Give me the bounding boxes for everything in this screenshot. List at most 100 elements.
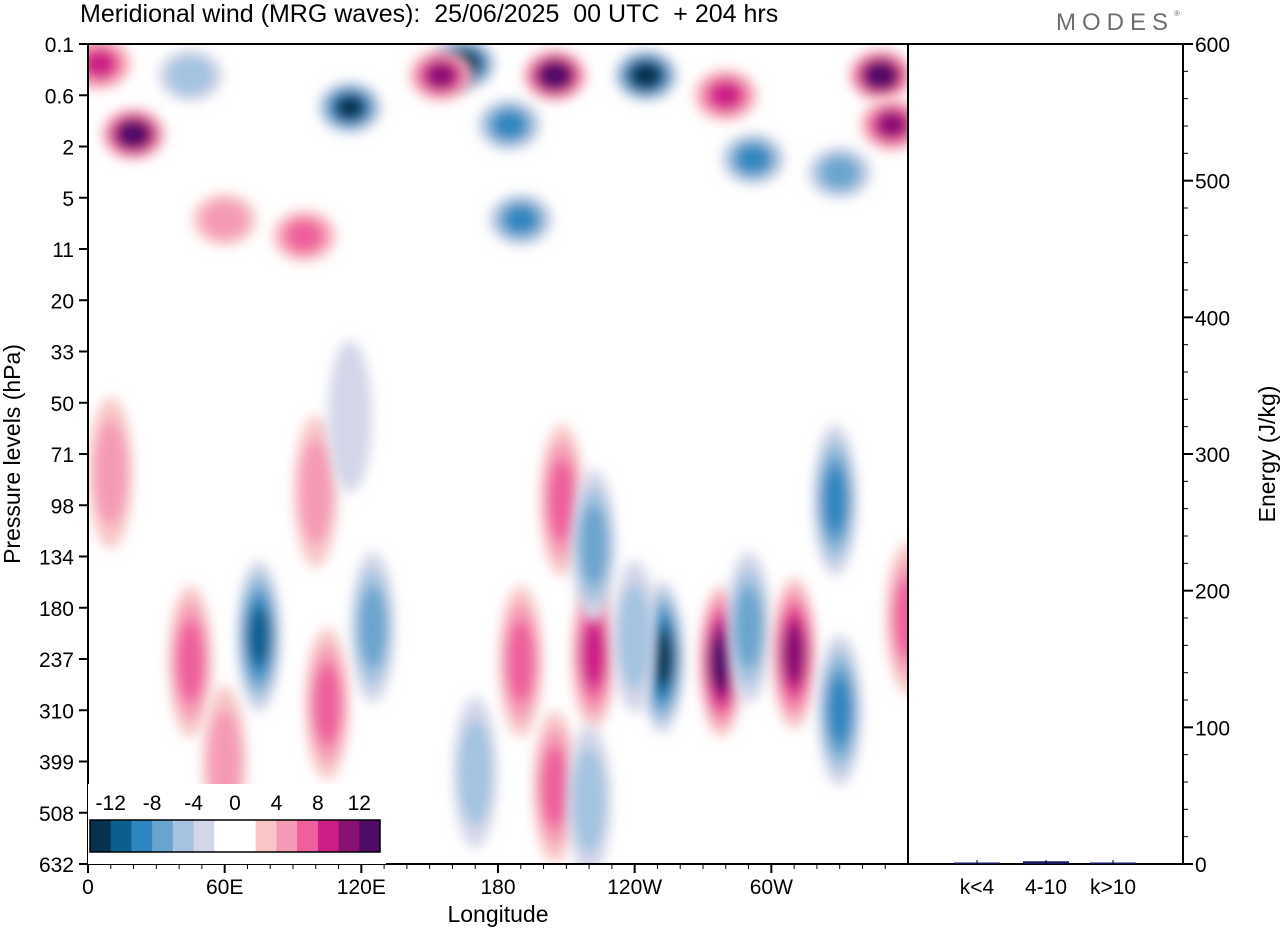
field-band [426, 62, 456, 89]
field-feature [453, 696, 498, 849]
category-label: k>10 [1090, 876, 1136, 899]
field-feature [886, 541, 908, 694]
field-band [167, 56, 214, 95]
field-band [581, 619, 607, 688]
field-band [121, 123, 147, 146]
y-tick-label: 237 [39, 649, 74, 672]
colorbar: -12 -8 -4 0 4 8 12 [88, 784, 386, 864]
field-band [285, 219, 324, 252]
field-feature [693, 69, 758, 122]
y-tick-label: 508 [39, 803, 74, 826]
x-tick-label: 60W [750, 876, 793, 899]
category-label: k<4 [960, 876, 995, 899]
colorbar-swatch [152, 820, 174, 852]
energy-tick-label: 500 [1195, 171, 1230, 194]
field-feature [192, 193, 257, 246]
field-feature [532, 711, 577, 864]
field-band [547, 459, 576, 542]
field-feature [88, 44, 132, 90]
field-band [176, 620, 205, 703]
energy-tick-label: 0 [1195, 854, 1207, 877]
energy-axis: 0 100 200 300 400 500 600 [1183, 34, 1230, 877]
y-tick-label: 0.1 [45, 34, 74, 57]
colorbar-swatch [193, 820, 215, 852]
y-tick-label: 134 [39, 547, 74, 570]
field-feature [409, 49, 474, 102]
field-band [736, 144, 770, 173]
field-band [579, 504, 608, 587]
field-feature [571, 577, 616, 730]
heatmap-plot-area [87, 43, 909, 865]
field-feature [158, 49, 223, 102]
field-band [542, 64, 568, 87]
field-band [88, 49, 116, 78]
field-band [506, 620, 535, 703]
colorbar-label: -12 [96, 792, 126, 815]
energy-frame [907, 43, 1184, 865]
field-band [782, 624, 806, 683]
chart-title: Meridional wind (MRG waves): 25/06/2025 … [80, 0, 779, 28]
field-band [633, 64, 659, 87]
y-tick-label: 2 [62, 137, 74, 160]
colorbar-swatch [110, 820, 132, 852]
field-band [572, 748, 606, 854]
colorbar-label: -8 [143, 792, 162, 815]
field-band [299, 439, 333, 545]
field-feature [327, 340, 372, 493]
energy-axis-label: Energy (J/kg) [1254, 386, 1280, 523]
field-band [327, 340, 372, 493]
colorbar-swatch [297, 820, 319, 852]
y-tick-label: 33 [51, 342, 74, 365]
colorbar-swatch [359, 820, 381, 852]
field-feature [522, 49, 587, 102]
field-feature [813, 424, 858, 577]
y-axis-label: Pressure levels (hPa) [0, 344, 25, 564]
field-band [820, 156, 859, 189]
field-feature [293, 415, 338, 568]
y-tick-label: 632 [39, 854, 74, 877]
field-feature [571, 469, 616, 622]
colorbar-swatch [235, 820, 257, 852]
y-axis: 0.1 0.6 2 5 11 20 33 50 71 98 134 180 237 310 399 508 63… [39, 34, 88, 877]
field-feature [612, 560, 657, 713]
field-feature [350, 551, 395, 704]
field-band [201, 200, 248, 239]
colorbar-swatch [131, 820, 153, 852]
field-band [358, 586, 387, 669]
colorbar-swatch [338, 820, 360, 852]
heatmap-field [88, 44, 908, 864]
field-feature [498, 585, 543, 738]
y-tick-label: 0.6 [45, 85, 74, 108]
energy-tick-label: 400 [1195, 307, 1230, 330]
x-axis-label: Longitude [447, 901, 548, 927]
colorbar-swatch [276, 820, 298, 852]
y-tick-label: 20 [51, 290, 74, 313]
energy-tick-label: 200 [1195, 581, 1230, 604]
field-band [540, 746, 569, 829]
category-label: 4-10 [1025, 876, 1067, 899]
field-band [94, 420, 128, 526]
field-band [894, 576, 908, 659]
colorbar-label: 4 [271, 792, 283, 815]
y-tick-label: 399 [39, 752, 74, 775]
y-tick-label: 310 [39, 700, 74, 723]
colorbar-swatch [172, 820, 195, 852]
field-feature [567, 724, 612, 864]
colorbar-label: 0 [229, 792, 241, 815]
field-band [313, 662, 342, 745]
brand-logo: MODES® [1056, 9, 1180, 36]
colorbar-swatch [317, 820, 340, 852]
field-feature [848, 49, 908, 102]
y-tick-label: 98 [51, 495, 74, 518]
field-band [651, 631, 673, 684]
energy-bars [954, 861, 1136, 864]
y-tick-label: 71 [51, 444, 74, 467]
field-feature [236, 560, 281, 713]
colorbar-label: -4 [184, 792, 203, 815]
field-band [458, 719, 492, 826]
field-feature [726, 551, 771, 704]
energy-panel [907, 43, 1184, 865]
field-band [822, 466, 848, 535]
field-feature [807, 146, 872, 199]
field-band [336, 95, 364, 120]
